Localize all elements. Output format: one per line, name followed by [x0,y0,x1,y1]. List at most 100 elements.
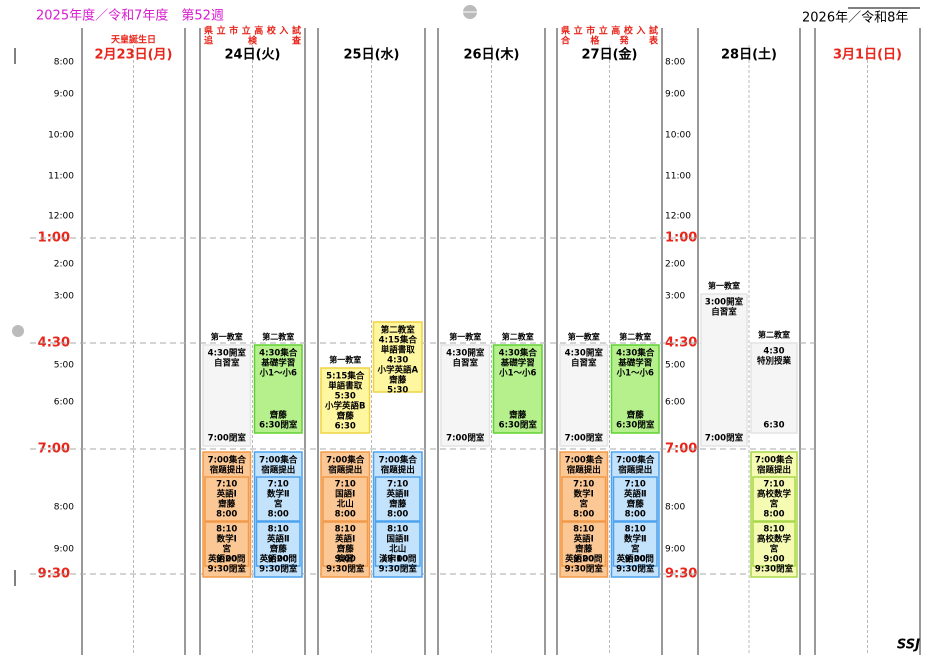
event-text: 8:10 [387,525,408,535]
event-text: 8:00 [573,510,594,520]
event-sub-block [612,476,658,522]
event-text: 5:30 [387,386,408,396]
punch-hole [12,325,24,337]
footer-mark: SSJ [897,638,920,653]
event-text: 宮 [770,499,779,510]
event-text: 北山 [389,544,406,555]
event-text: 8:00 [335,510,356,520]
event-text: 8:00 [387,510,408,520]
day-label: 25日(水) [344,47,400,63]
time-label: 5:00 [54,361,74,371]
event-text: 7:00集合 [616,455,655,466]
event-text: 単語書取 [381,345,416,356]
event-text: 7:00集合 [379,455,418,466]
event-text: 特別授業 [757,356,792,367]
event-text: 8:10 [763,525,784,535]
event-text: 8:10 [573,525,594,535]
event-text: 9:00 [387,555,408,565]
event-sub-block [255,521,301,567]
event-text: 7:10 [573,480,594,490]
event-text: 齋藤 [336,411,355,422]
event-text: 4:30集合 [616,348,655,359]
event-text: 英語Ⅱ [266,534,290,545]
event-block [750,342,798,434]
time-label: 2:00 [54,260,74,270]
event-text: 宮 [579,499,588,510]
time-label: 9:00 [665,545,685,555]
event-text: 高校数学 [757,534,792,545]
event-text: 7:00閉室 [565,433,604,444]
event-text: 6:30 [335,422,356,432]
time-label: 10:00 [48,131,74,141]
event-text: 4:30集合 [259,348,298,359]
event-text: 6:30閉室 [499,420,538,431]
time-label: 2:00 [665,260,685,270]
event-text: 宿題提出 [381,465,415,476]
event-text: 高校数学 [757,489,792,500]
event-text: 9:00 [625,555,646,565]
event-text: 7:00閉室 [446,433,485,444]
room-label: 第一教室 [449,332,481,342]
event-sub-block [322,476,369,522]
event-text: 5:15集合 [326,371,365,382]
time-label: 9:00 [54,90,74,100]
time-label: 9:00 [54,545,74,555]
event-sub-block [612,521,658,567]
event-text: 8:10 [335,525,356,535]
event-text: 北山 [337,499,354,510]
event-block [440,344,491,447]
event-text: 7:00閉室 [208,433,247,444]
event-text: 基礎学習 [260,358,295,369]
event-sub-block [752,521,796,567]
event-text: 9:30閉室 [755,564,794,575]
room-label: 第二教室 [262,332,294,342]
event-sub-block [322,521,369,567]
event-text: 9:30閉室 [565,564,604,575]
event-text: 自習室 [711,307,737,318]
time-label: 12:00 [48,212,74,222]
event-text: 国語Ⅰ [335,489,355,500]
event-text: 6:30閉室 [616,420,655,431]
event-text: 9:30閉室 [208,564,247,575]
event-text: 5:30 [335,392,356,402]
event-text: 8:00 [625,510,646,520]
event-text: 宿題提出 [210,465,244,476]
holiday-label: 天皇誕生日 [111,34,156,46]
event-block [492,344,543,434]
room-label: 第二教室 [619,332,651,342]
event-text: 基礎学習 [500,358,535,369]
event-text: 国語Ⅱ [386,534,409,545]
event-text: 宿題提出 [618,465,652,476]
event-text: 英語Ⅰ [216,489,237,500]
time-label: 11:00 [665,172,691,182]
event-text: 齋藤 [217,499,236,510]
room-label: 第二教室 [758,330,790,340]
event-sub-block [255,476,301,522]
event-text: 英語Ⅰ [334,534,355,545]
event-text: 数学Ⅱ [624,534,647,545]
event-text: 齋藤 [626,410,645,421]
event-text: 演習 [337,554,354,565]
event-text: 齋藤 [388,375,407,386]
event-text: 小1～小6 [259,368,297,379]
event-block [320,367,371,434]
event-text: 7:10 [335,480,356,490]
event-text: 8:00 [216,510,237,520]
event-text: 齋藤 [336,544,355,555]
event-text: 4:15集合 [379,335,418,346]
event-text: 9:30閉室 [259,564,298,575]
room-label: 第一教室 [211,332,243,342]
event-block [253,344,303,434]
room-label: 第一教室 [568,332,600,342]
event-text: 宿題提出 [567,465,601,476]
event-text: 自習室 [452,358,478,369]
event-text: 齋藤 [508,410,527,421]
event-text: 英語20問 [207,554,245,565]
week-title: 2025年度／令和7年度 第52週 [36,8,224,24]
time-label: 8:00 [54,503,74,513]
event-block [559,344,609,447]
event-text: 8:10 [268,525,289,535]
event-sub-block [204,521,250,567]
event-block [372,321,423,393]
event-block [700,293,748,447]
